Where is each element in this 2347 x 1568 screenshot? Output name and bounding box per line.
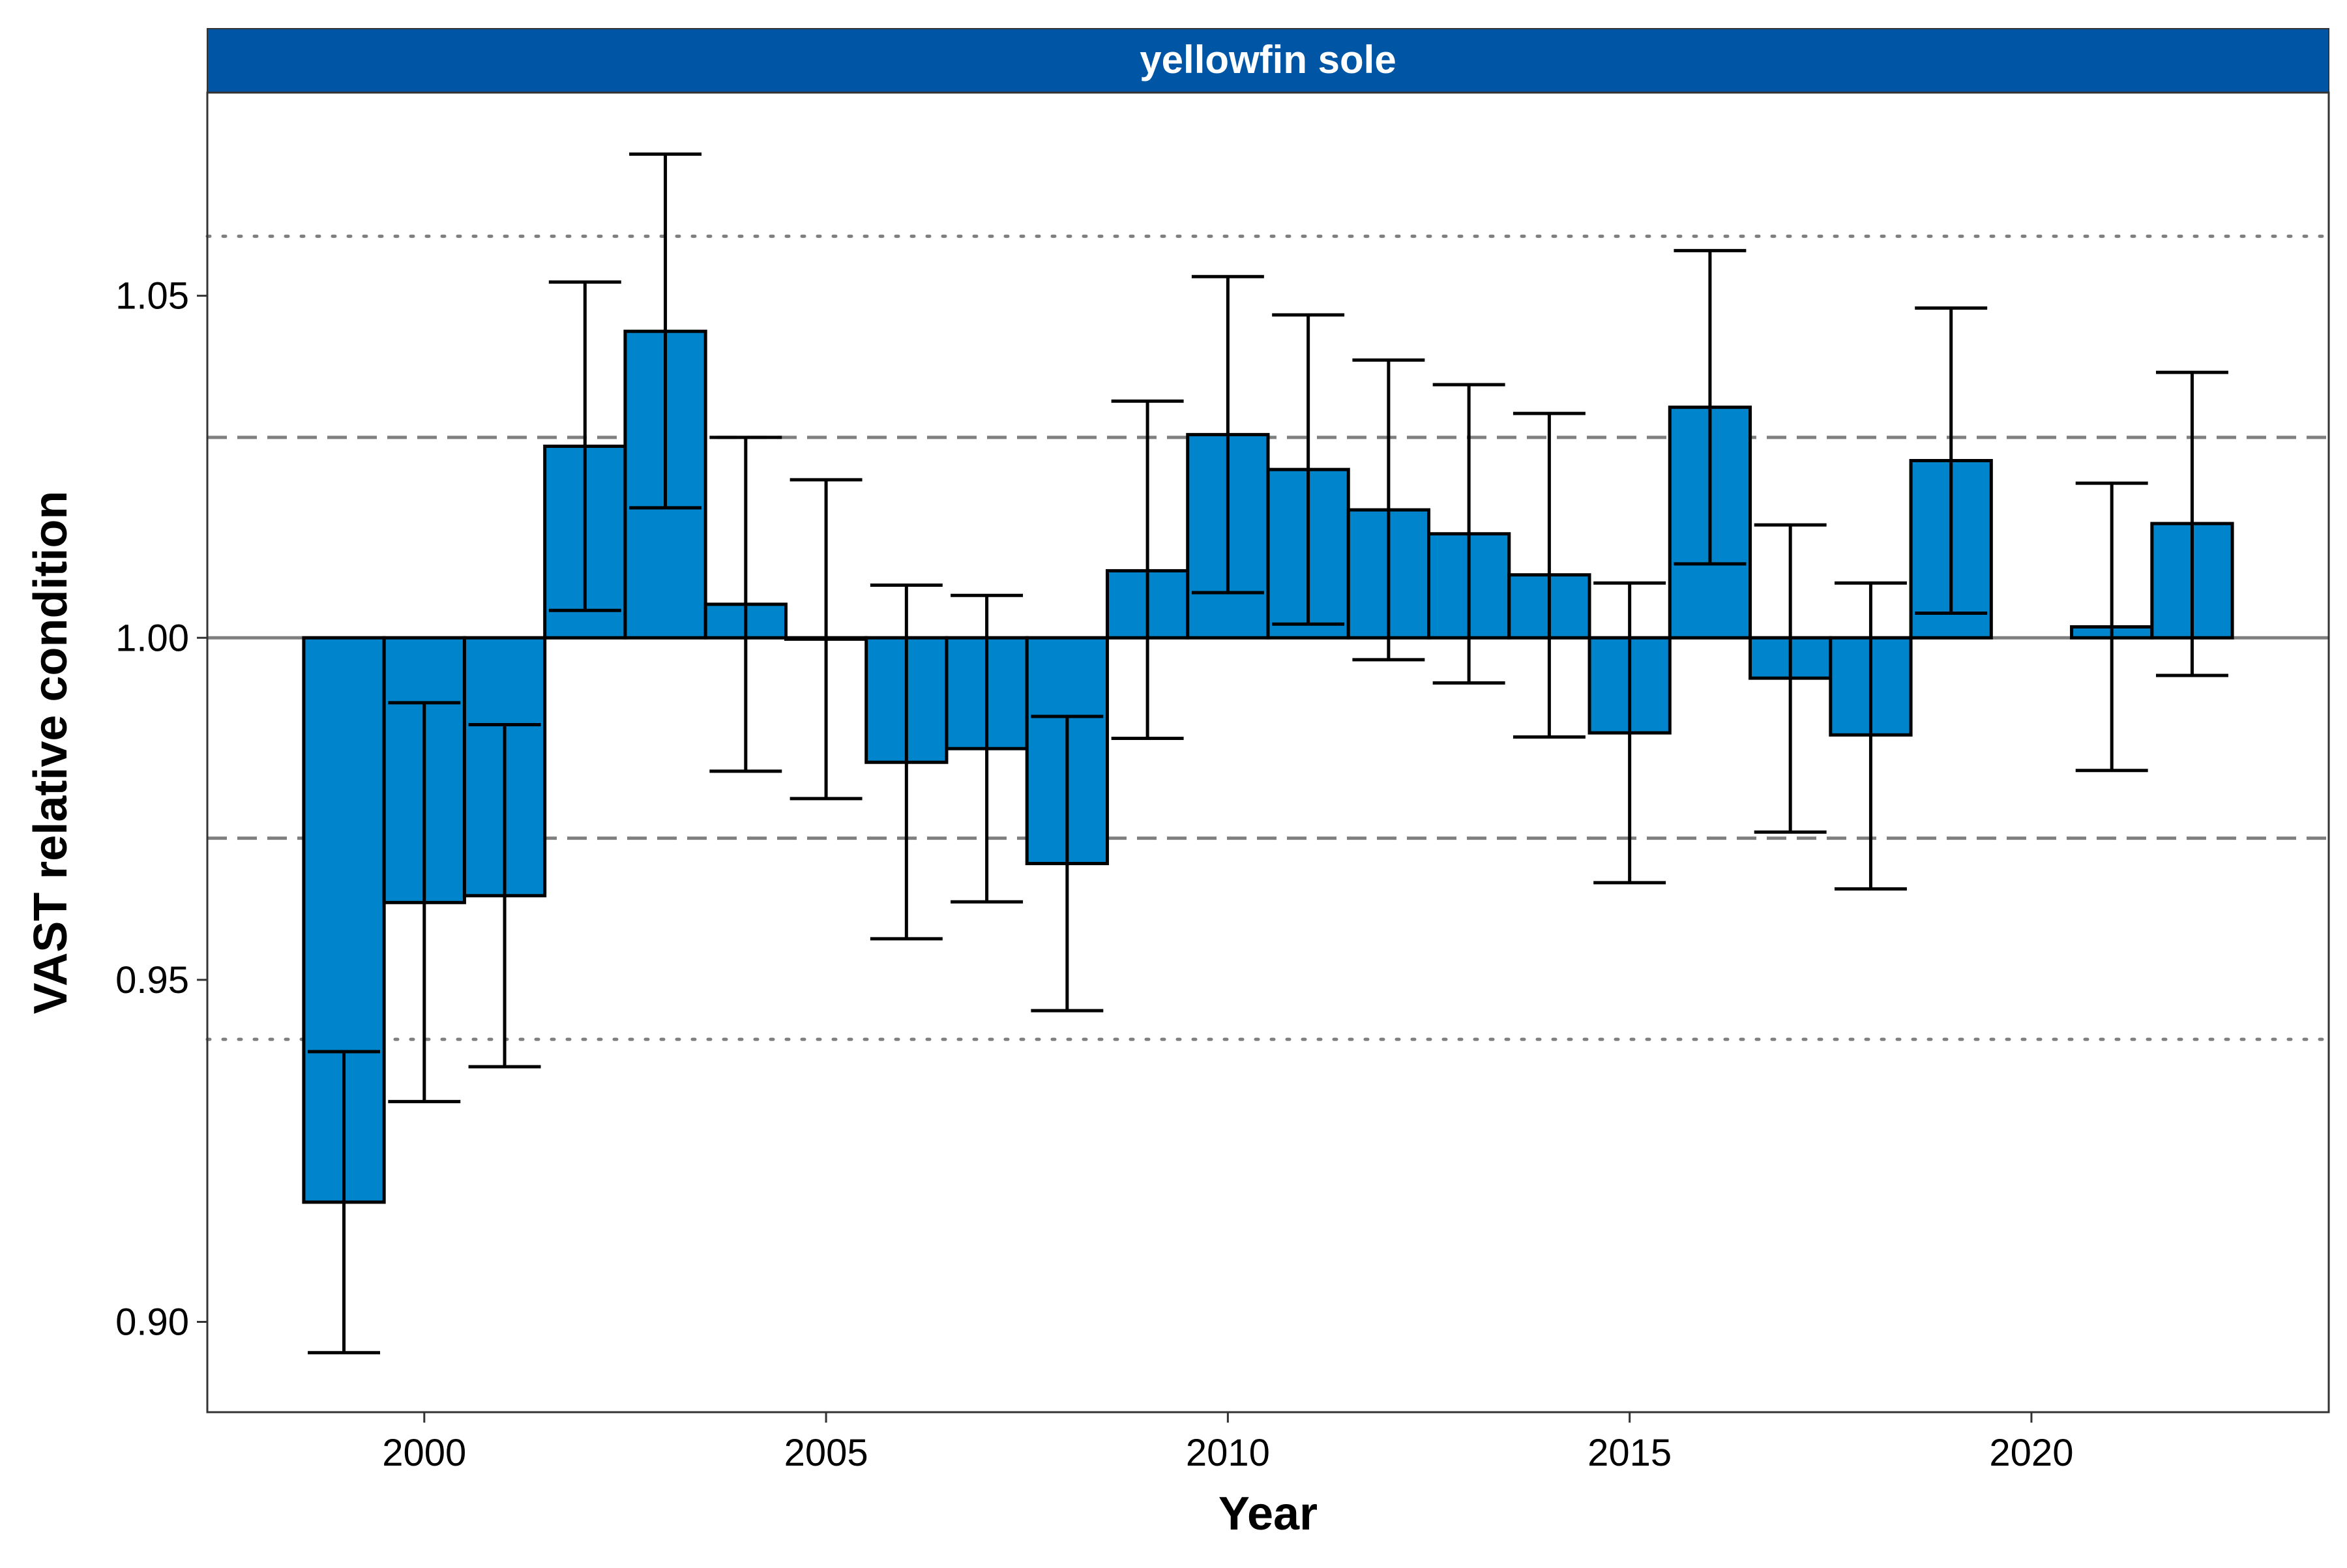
- errorbar-2021: [2075, 481, 2148, 773]
- x-tick-label: 2015: [1587, 1432, 1672, 1474]
- errorbar-2014: [1513, 411, 1586, 739]
- errorbar-2009: [1111, 399, 1184, 740]
- x-tick-label: 2000: [382, 1432, 466, 1474]
- x-axis-title: Year: [1218, 1488, 1318, 1540]
- errorbar-2005: [790, 478, 863, 801]
- errorbar-2013: [1432, 383, 1505, 685]
- errorbar-2007: [951, 593, 1024, 904]
- errorbar-1999: [308, 1050, 381, 1355]
- y-tick-label: 1.05: [115, 275, 189, 318]
- errorbar-2000: [388, 701, 461, 1104]
- strip-background: [207, 28, 2329, 93]
- y-axis: 0.90 0.95 1.00 1.05: [115, 275, 207, 1343]
- y-tick-label: 0.95: [115, 959, 189, 1001]
- x-axis: 2000 2005 2010 2015 2020: [382, 1412, 2073, 1474]
- errorbar-2018: [1834, 581, 1907, 891]
- x-tick-label: 2005: [784, 1432, 868, 1474]
- errorbar-2015: [1593, 581, 1666, 885]
- errorbar-2017: [1754, 523, 1827, 834]
- errorbar-2002: [548, 280, 621, 612]
- plot-border: [206, 91, 2330, 1413]
- errorbar-2012: [1352, 358, 1425, 662]
- x-tick-label: 2020: [1989, 1432, 2073, 1474]
- errorbar-2008: [1031, 715, 1104, 1013]
- errorbar-2022: [2155, 370, 2228, 677]
- y-tick-label: 0.90: [115, 1301, 189, 1343]
- errorbar-2003: [629, 152, 702, 510]
- errorbar-2016: [1674, 248, 1747, 566]
- errorbar-2006: [870, 583, 943, 941]
- y-axis-title: VAST relative condition: [25, 491, 77, 1014]
- errorbar-2004: [709, 436, 782, 773]
- errorbar-2001: [468, 723, 541, 1069]
- errorbar-2019: [1915, 306, 1988, 615]
- y-tick-label: 1.00: [115, 617, 189, 659]
- errorbars-group: [308, 152, 2228, 1355]
- errorbar-2011: [1272, 313, 1345, 626]
- errorbar-2010: [1191, 274, 1264, 595]
- x-tick-label: 2010: [1186, 1432, 1270, 1474]
- panel-title: yellowfin sole: [1140, 38, 1396, 81]
- plot-background: [207, 93, 2329, 1412]
